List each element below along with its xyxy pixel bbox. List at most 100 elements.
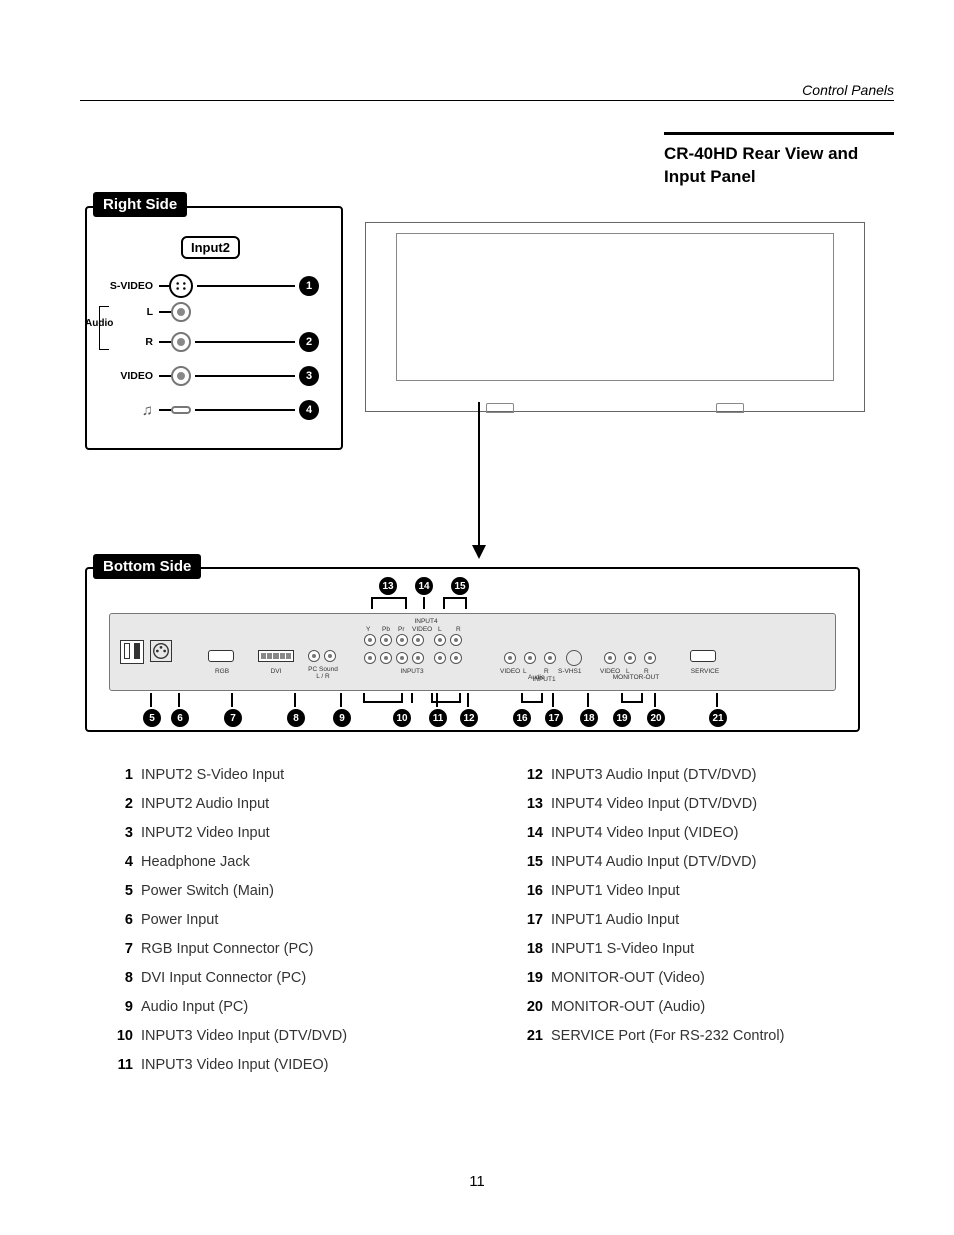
legend-num: 13 [515,796,543,812]
legend-text: Audio Input (PC) [141,999,248,1015]
bottom-side-label: Bottom Side [93,554,201,579]
legend-text: RGB Input Connector (PC) [141,941,313,957]
dvi-label: DVI [264,668,288,675]
badge-3: 3 [299,366,319,386]
rgb-label: RGB [210,668,234,675]
legend-row: 16INPUT1 Video Input [515,883,865,899]
pr-label: Pr [398,626,405,633]
arrow-icon [478,402,480,557]
legend-row: 5 Power Switch (Main) [105,883,455,899]
legend-num: 17 [515,912,543,928]
legend-num: 1 [105,767,133,783]
legend-row: 10 INPUT3 Video Input (DTV/DVD) [105,1028,455,1044]
legend-row: 9Audio Input (PC) [105,999,455,1015]
badge-13: 13 [379,577,397,595]
y-label: Y [366,626,370,633]
badge-18: 18 [580,709,598,727]
legend-num: 2 [105,796,133,812]
legend-text: INPUT2 Audio Input [141,796,269,812]
badge-8: 8 [287,709,305,727]
legend-text: INPUT1 Audio Input [551,912,679,928]
input3-label: INPUT3 [392,668,432,675]
legend-row: 19 MONITOR-OUT (Video) [515,970,865,986]
power-switch-icon [120,640,144,664]
legend-text: INPUT2 S-Video Input [141,767,284,783]
tv-outline [365,222,865,412]
svideo-label: S-VIDEO [87,280,159,292]
svhs-lbl: S-VHS1 [558,668,581,675]
badge-16: 16 [513,709,531,727]
headphone-icon: ♫ [87,402,159,419]
pb-label: Pb [382,626,390,633]
rca-port-icon [171,302,191,322]
laudio-lbl: L [523,668,527,675]
legend-row: 14 INPUT4 Video Input (VIDEO) [515,825,865,841]
dvi-port-icon [258,650,294,662]
rca-port-icon [171,366,191,386]
legend-row: 18INPUT1 S-Video Input [515,941,865,957]
legend-num: 7 [105,941,133,957]
legend-num: 3 [105,825,133,841]
l-label: L [438,626,442,633]
header-section: Control Panels [80,82,894,101]
legend-num: 20 [515,999,543,1015]
badge-11: 11 [429,709,447,727]
badge-7: 7 [224,709,242,727]
legend-num: 11 [105,1057,133,1073]
legend-row: 6 Power Input [105,912,455,928]
legend-row: 4Headphone Jack [105,854,455,870]
legend-text: MONITOR-OUT (Video) [551,970,705,986]
legend-text: INPUT3 Video Input (DTV/DVD) [141,1028,347,1044]
legend-text: INPUT4 Audio Input (DTV/DVD) [551,854,757,870]
r-label: R [456,626,461,633]
badge-5: 5 [143,709,161,727]
legend-num: 5 [105,883,133,899]
legend-text: Power Switch (Main) [141,883,274,899]
legend-text: SERVICE Port (For RS-232 Control) [551,1028,784,1044]
badge-10: 10 [393,709,411,727]
legend-text: INPUT1 Video Input [551,883,680,899]
service-lbl: SERVICE [688,668,722,675]
legend-text: INPUT4 Video Input (VIDEO) [551,825,739,841]
pcsound-label: PC Sound L / R [302,666,344,680]
legend-row: 15INPUT4 Audio Input (DTV/DVD) [515,854,865,870]
title-block: CR-40HD Rear View and Input Panel [664,132,894,189]
bottom-side-panel: 13 14 15 RGB [85,567,860,732]
legend-text: Headphone Jack [141,854,250,870]
badge-4: 4 [299,400,319,420]
legend-text: INPUT4 Video Input (DTV/DVD) [551,796,757,812]
bottom-callouts: 56789101112161718192021 [107,693,838,731]
legend-text: Power Input [141,912,218,928]
input4-label: INPUT4 [366,618,486,625]
badge-2: 2 [299,332,319,352]
svideo-port-icon [169,274,193,298]
legend-num: 18 [515,941,543,957]
page-number: 11 [0,1173,954,1190]
rca-port-icon [308,650,320,662]
legend-row: 13 INPUT4 Video Input (DTV/DVD) [515,796,865,812]
rca-port-icon [324,650,336,662]
badge-19: 19 [613,709,631,727]
legend-text: INPUT3 Video Input (VIDEO) [141,1057,329,1073]
legend-text: DVI Input Connector (PC) [141,970,306,986]
right-side-label: Right Side [93,192,187,217]
legend-num: 10 [105,1028,133,1044]
legend-row: 12INPUT3 Audio Input (DTV/DVD) [515,767,865,783]
badge-6: 6 [171,709,189,727]
service-port-icon [690,650,716,662]
rca-port-icon [171,332,191,352]
legend-text: INPUT2 Video Input [141,825,270,841]
legend-text: MONITOR-OUT (Audio) [551,999,705,1015]
legend-num: 14 [515,825,543,841]
legend-text: INPUT3 Audio Input (DTV/DVD) [551,767,757,783]
right-side-panel: Input2 S-VIDEO 1 Audio L [85,206,343,450]
legend-num: 19 [515,970,543,986]
legend-num: 6 [105,912,133,928]
svideo-port-icon [566,650,582,666]
rear-panel: RGB DVI PC Sound L / R INPUT4 Y Pb Pr VI… [109,613,836,691]
monout-lbl: MONITOR-OUT [606,674,666,681]
legend-row: 3 INPUT2 Video Input [105,825,455,841]
power-input-icon [150,640,172,662]
page-title: CR-40HD Rear View and Input Panel [664,143,894,189]
legend-row: 11 INPUT3 Video Input (VIDEO) [105,1057,455,1073]
